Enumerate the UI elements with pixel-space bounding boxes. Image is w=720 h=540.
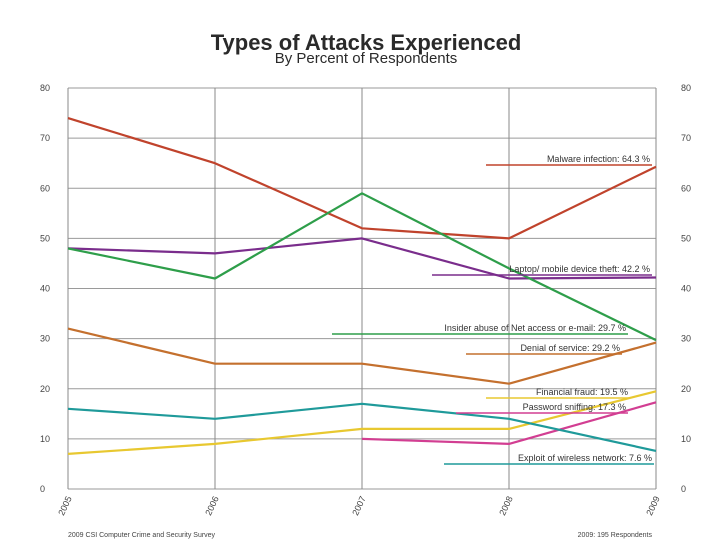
series-label: Financial fraud: 19.5 % (536, 387, 628, 397)
series-line (67, 402, 657, 452)
footer-respondents: 2009: 195 Respondents (578, 532, 653, 539)
grid (67, 87, 657, 490)
series-line (67, 237, 657, 280)
series-label: Laptop/ mobile device theft: 42.2 % (509, 264, 650, 274)
xtick: 2007 (350, 495, 368, 517)
footer-source: 2009 CSI Computer Crime and Security Sur… (68, 532, 216, 539)
series-label: Password sniffing: 17.3 % (523, 402, 626, 412)
series-label: Denial of service: 29.2 % (520, 343, 620, 353)
series-line (67, 390, 657, 455)
ytick-right: 60 (681, 183, 691, 193)
ytick-right: 0 (681, 484, 686, 494)
series-line (67, 192, 657, 342)
ytick-right: 40 (681, 284, 691, 294)
ytick-left: 80 (40, 83, 50, 93)
ytick-right: 70 (681, 133, 691, 143)
chart-title: Types of Attacks Experienced (211, 30, 522, 55)
ytick-right: 30 (681, 334, 691, 344)
xtick: 2005 (56, 495, 74, 517)
series-labels: Malware infection: 64.3 % Laptop/ mobile … (332, 154, 654, 465)
series-line (67, 117, 657, 240)
ytick-left: 0 (40, 484, 45, 494)
ytick-left: 30 (40, 334, 50, 344)
series-label: Exploit of wireless network: 7.6 % (518, 453, 652, 463)
xtick: 2006 (203, 495, 221, 517)
series-line (361, 401, 657, 445)
ytick-left: 10 (40, 434, 50, 444)
series-label: Insider abuse of Net access or e-mail: 2… (444, 323, 626, 333)
series-lines (67, 117, 657, 455)
ytick-right: 10 (681, 434, 691, 444)
xtick: 2009 (644, 495, 662, 517)
ytick-left: 20 (40, 384, 50, 394)
chart-subtitle: By Percent of Respondents (275, 50, 458, 67)
axis-ticks: 0 0 10 10 20 20 30 30 40 40 50 50 60 60 70 70 80 80 2005 20… (40, 83, 691, 517)
series-line (67, 327, 657, 385)
series-label: Malware infection: 64.3 % (547, 154, 650, 164)
ytick-left: 70 (40, 133, 50, 143)
ytick-left: 50 (40, 233, 50, 243)
ytick-left: 60 (40, 183, 50, 193)
ytick-right: 20 (681, 384, 691, 394)
ytick-right: 50 (681, 233, 691, 243)
ytick-right: 80 (681, 83, 691, 93)
xtick: 2008 (497, 495, 515, 517)
ytick-left: 40 (40, 284, 50, 294)
